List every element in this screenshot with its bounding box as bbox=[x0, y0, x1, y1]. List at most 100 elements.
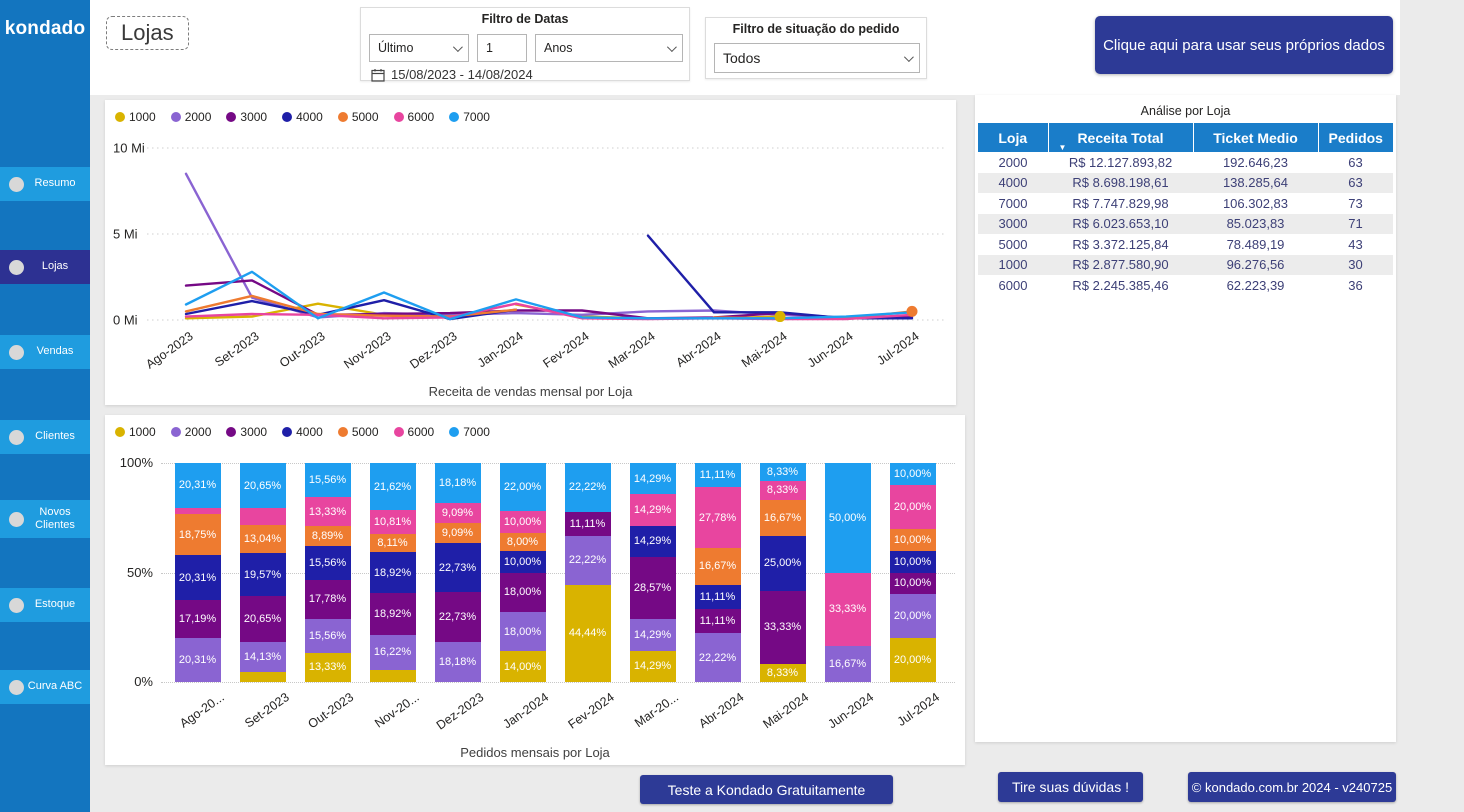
table-row-loja-6000[interactable]: 6000 R$ 2.245.385,46 62.223,39 36 bbox=[978, 275, 1393, 296]
bar-segment-3000[interactable]: 18,92% bbox=[369, 593, 416, 635]
line-series-2000[interactable] bbox=[184, 172, 914, 319]
bar-segment-2000[interactable]: 22,22% bbox=[564, 536, 611, 585]
table-header-receita-total[interactable]: Receita Total ▼ bbox=[1048, 123, 1194, 152]
bar-segment-4000[interactable]: 25,00% bbox=[759, 536, 806, 591]
bar-segment-5000[interactable]: 16,67% bbox=[694, 548, 741, 585]
bar-segment-3000[interactable]: 17,19% bbox=[174, 599, 221, 638]
bar-segment-7000[interactable]: 22,00% bbox=[499, 463, 546, 512]
bar-segment-1000[interactable]: 8,33% bbox=[759, 663, 806, 682]
bar-segment-2000[interactable]: 18,18% bbox=[434, 642, 481, 682]
bar-segment-4000[interactable]: 14,29% bbox=[629, 525, 676, 557]
bar-segment-2000[interactable]: 22,22% bbox=[694, 633, 741, 682]
bar-segment-3000[interactable]: 22,73% bbox=[434, 592, 481, 643]
legend-item-4000[interactable]: 4000 bbox=[282, 110, 323, 124]
bar-segment-6000[interactable]: 33,33% bbox=[824, 572, 871, 646]
sidebar-item-clientes[interactable]: Clientes bbox=[0, 420, 90, 454]
bar-segment-6000[interactable]: 13,33% bbox=[304, 497, 351, 527]
table-row-loja-7000[interactable]: 7000 R$ 7.747.829,98 106.302,83 73 bbox=[978, 193, 1393, 214]
bar-segment-1000[interactable]: 14,29% bbox=[629, 650, 676, 682]
legend-item-3000[interactable]: 3000 bbox=[226, 110, 267, 124]
table-row-loja-3000[interactable]: 3000 R$ 6.023.653,10 85.023,83 71 bbox=[978, 213, 1393, 234]
bar-segment-3000[interactable]: 17,78% bbox=[304, 579, 351, 619]
bar-segment-1000[interactable]: 20,00% bbox=[889, 638, 936, 682]
bar-segment-4000[interactable]: 18,92% bbox=[369, 551, 416, 594]
legend-item-5000[interactable]: 5000 bbox=[337, 425, 379, 439]
table-header-ticket-medio[interactable]: Ticket Medio bbox=[1193, 123, 1319, 152]
bar-segment-3000[interactable]: 11,11% bbox=[564, 511, 611, 537]
bar-segment-4000[interactable]: 10,00% bbox=[499, 550, 546, 573]
revenue-line-chart[interactable]: 10 Mi 5 Mi 0 Mi Ago-2023 Set-2023 Out-2023 Nov… bbox=[105, 134, 956, 384]
bar-segment-7000[interactable]: 18,18% bbox=[434, 463, 481, 503]
legend-item-2000[interactable]: 2000 bbox=[170, 110, 211, 124]
bar-segment-6000[interactable]: 14,29% bbox=[629, 494, 676, 526]
bar-segment-7000[interactable]: 8,33% bbox=[759, 463, 806, 482]
date-period-dropdown[interactable]: Último bbox=[369, 34, 469, 62]
bar-segment-3000[interactable]: 33,33% bbox=[759, 590, 806, 664]
bar-segment-7000[interactable]: 21,62% bbox=[369, 463, 416, 511]
bar-segment-1000[interactable] bbox=[239, 672, 286, 682]
legend-item-1000[interactable]: 1000 bbox=[115, 110, 156, 124]
help-button[interactable]: Tire suas dúvidas ! bbox=[998, 772, 1143, 802]
bar-segment-2000[interactable]: 14,13% bbox=[239, 641, 286, 673]
try-kondado-button[interactable]: Teste a Kondado Gratuitamente bbox=[640, 775, 893, 804]
bar-segment-4000[interactable]: 22,73% bbox=[434, 542, 481, 593]
bar-segment-5000[interactable]: 9,09% bbox=[434, 522, 481, 543]
bar-segment-6000[interactable]: 10,81% bbox=[369, 510, 416, 535]
bar-segment-4000[interactable]: 11,11% bbox=[694, 584, 741, 610]
legend-item-2000[interactable]: 2000 bbox=[170, 425, 211, 439]
series-end-marker-5000[interactable] bbox=[906, 305, 918, 317]
line-series-3000[interactable] bbox=[184, 279, 914, 320]
sidebar-item-vendas[interactable]: Vendas bbox=[0, 335, 90, 369]
bar-segment-7000[interactable]: 20,65% bbox=[239, 463, 286, 509]
bar-segment-4000[interactable]: 19,57% bbox=[239, 553, 286, 597]
sidebar-item-curva-abc[interactable]: Curva ABC bbox=[0, 670, 90, 704]
legend-item-5000[interactable]: 5000 bbox=[337, 110, 379, 124]
bar-segment-3000[interactable]: 18,00% bbox=[499, 572, 546, 612]
legend-item-3000[interactable]: 3000 bbox=[226, 425, 267, 439]
legend-item-6000[interactable]: 6000 bbox=[393, 110, 434, 124]
table-row-loja-1000[interactable]: 1000 R$ 2.877.580,90 96.276,56 30 bbox=[978, 254, 1393, 275]
table-row-loja-2000[interactable]: 2000 R$ 12.127.893,82 192.646,23 63 bbox=[978, 152, 1393, 173]
bar-segment-4000[interactable]: 20,31% bbox=[174, 555, 221, 600]
legend-item-7000[interactable]: 7000 bbox=[449, 425, 490, 439]
bar-segment-3000[interactable]: 28,57% bbox=[629, 556, 676, 620]
bar-segment-6000[interactable]: 20,00% bbox=[889, 484, 936, 529]
bar-segment-3000[interactable]: 20,65% bbox=[239, 596, 286, 642]
bar-segment-7000[interactable]: 11,11% bbox=[694, 463, 741, 488]
bar-segment-2000[interactable]: 20,00% bbox=[889, 594, 936, 639]
bar-segment-5000[interactable]: 16,67% bbox=[759, 499, 806, 537]
bar-segment-2000[interactable]: 15,56% bbox=[304, 618, 351, 653]
bar-segment-5000[interactable]: 8,00% bbox=[499, 533, 546, 551]
bar-segment-1000[interactable]: 14,00% bbox=[499, 651, 546, 682]
bar-segment-6000[interactable] bbox=[239, 508, 286, 525]
bar-segment-6000[interactable] bbox=[174, 507, 221, 515]
bar-segment-7000[interactable]: 10,00% bbox=[889, 463, 936, 485]
bar-segment-1000[interactable]: 44,44% bbox=[564, 584, 611, 682]
bar-segment-2000[interactable]: 18,00% bbox=[499, 611, 546, 652]
table-header-loja[interactable]: Loja bbox=[978, 123, 1049, 152]
bar-segment-5000[interactable]: 8,11% bbox=[369, 534, 416, 552]
table-row-loja-4000[interactable]: 4000 R$ 8.698.198,61 138.285,64 63 bbox=[978, 172, 1393, 193]
status-filter-dropdown[interactable]: Todos bbox=[714, 43, 920, 73]
bar-segment-7000[interactable]: 50,00% bbox=[824, 463, 871, 573]
sidebar-item-estoque[interactable]: Estoque bbox=[0, 588, 90, 622]
date-number-input[interactable] bbox=[486, 41, 518, 55]
bar-segment-2000[interactable]: 16,22% bbox=[369, 634, 416, 671]
bar-segment-5000[interactable]: 10,00% bbox=[889, 528, 936, 551]
bar-segment-7000[interactable]: 22,22% bbox=[564, 463, 611, 512]
bar-segment-1000[interactable]: 13,33% bbox=[304, 652, 351, 682]
bar-segment-3000[interactable]: 11,11% bbox=[694, 609, 741, 634]
bar-segment-4000[interactable]: 15,56% bbox=[304, 545, 351, 580]
use-own-data-button[interactable]: Clique aqui para usar seus próprios dado… bbox=[1095, 16, 1393, 74]
bar-segment-7000[interactable]: 14,29% bbox=[629, 463, 676, 495]
bar-segment-4000[interactable]: 10,00% bbox=[889, 550, 936, 573]
series-end-marker-1000[interactable] bbox=[774, 311, 786, 323]
bar-segment-5000[interactable]: 8,89% bbox=[304, 526, 351, 546]
bar-segment-5000[interactable]: 18,75% bbox=[174, 514, 221, 556]
bar-segment-6000[interactable]: 9,09% bbox=[434, 502, 481, 523]
bar-segment-2000[interactable]: 16,67% bbox=[824, 645, 871, 682]
bar-segment-6000[interactable]: 10,00% bbox=[499, 511, 546, 534]
bar-segment-5000[interactable]: 13,04% bbox=[239, 524, 286, 554]
sidebar-item-lojas[interactable]: Lojas bbox=[0, 250, 90, 284]
sidebar-item-novos-clientes[interactable]: Novos Clientes bbox=[0, 500, 90, 538]
